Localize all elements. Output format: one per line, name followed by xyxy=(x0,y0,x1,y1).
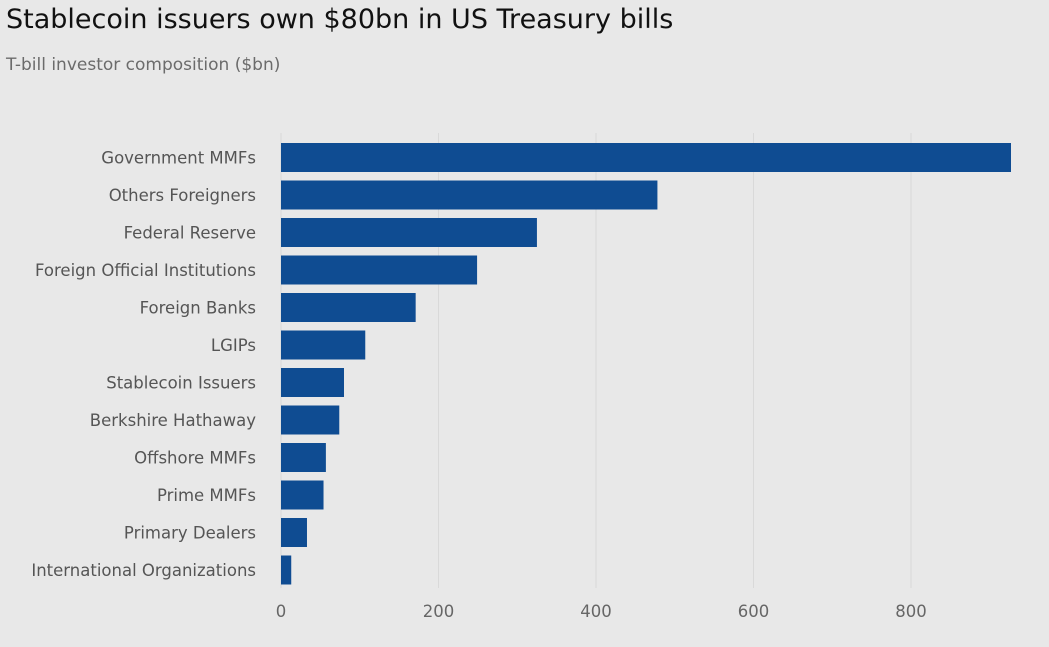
bar-prime-mmfs xyxy=(281,480,324,510)
bar-international-organizations xyxy=(281,555,292,585)
x-tick-label: 600 xyxy=(738,602,770,621)
category-label: Federal Reserve xyxy=(124,224,256,243)
category-label: Stablecoin Issuers xyxy=(106,374,256,393)
category-labels: Government MMFs Others Foreigners Federal … xyxy=(31,149,256,581)
x-tick-label: 400 xyxy=(580,602,612,621)
category-label: LGIPs xyxy=(211,336,256,355)
chart-title: Stablecoin issuers own $80bn in US Treas… xyxy=(6,4,674,35)
bar-primary-dealers xyxy=(281,518,307,547)
category-label: International Organizations xyxy=(31,561,256,580)
category-label: Primary Dealers xyxy=(124,524,256,543)
category-label: Prime MMFs xyxy=(157,486,256,505)
x-axis-ticks: 0 200 400 600 800 xyxy=(276,602,927,621)
bar-government-mmfs xyxy=(281,143,1011,172)
category-label: Foreign Official Institutions xyxy=(35,261,256,280)
category-label: Berkshire Hathaway xyxy=(90,411,256,430)
bar-foreign-banks xyxy=(281,293,416,322)
bar-federal-reserve xyxy=(281,218,537,247)
category-label: Foreign Banks xyxy=(140,299,256,318)
bar-others-foreigners xyxy=(281,180,658,210)
bar-lgips xyxy=(281,330,366,360)
bar-stablecoin-issuers xyxy=(281,368,344,397)
bar-offshore-mmfs xyxy=(281,443,326,472)
bars xyxy=(281,143,1011,585)
bar-berkshire-hathaway xyxy=(281,405,340,435)
bar-foreign-official-institutions xyxy=(281,255,478,285)
x-tick-label: 0 xyxy=(276,602,287,621)
category-label: Others Foreigners xyxy=(109,186,256,205)
category-label: Offshore MMFs xyxy=(134,449,256,468)
chart-subtitle: T-bill investor composition ($bn) xyxy=(6,55,281,75)
x-tick-label: 200 xyxy=(423,602,455,621)
x-tick-label: 800 xyxy=(895,602,927,621)
category-label: Government MMFs xyxy=(101,149,256,168)
